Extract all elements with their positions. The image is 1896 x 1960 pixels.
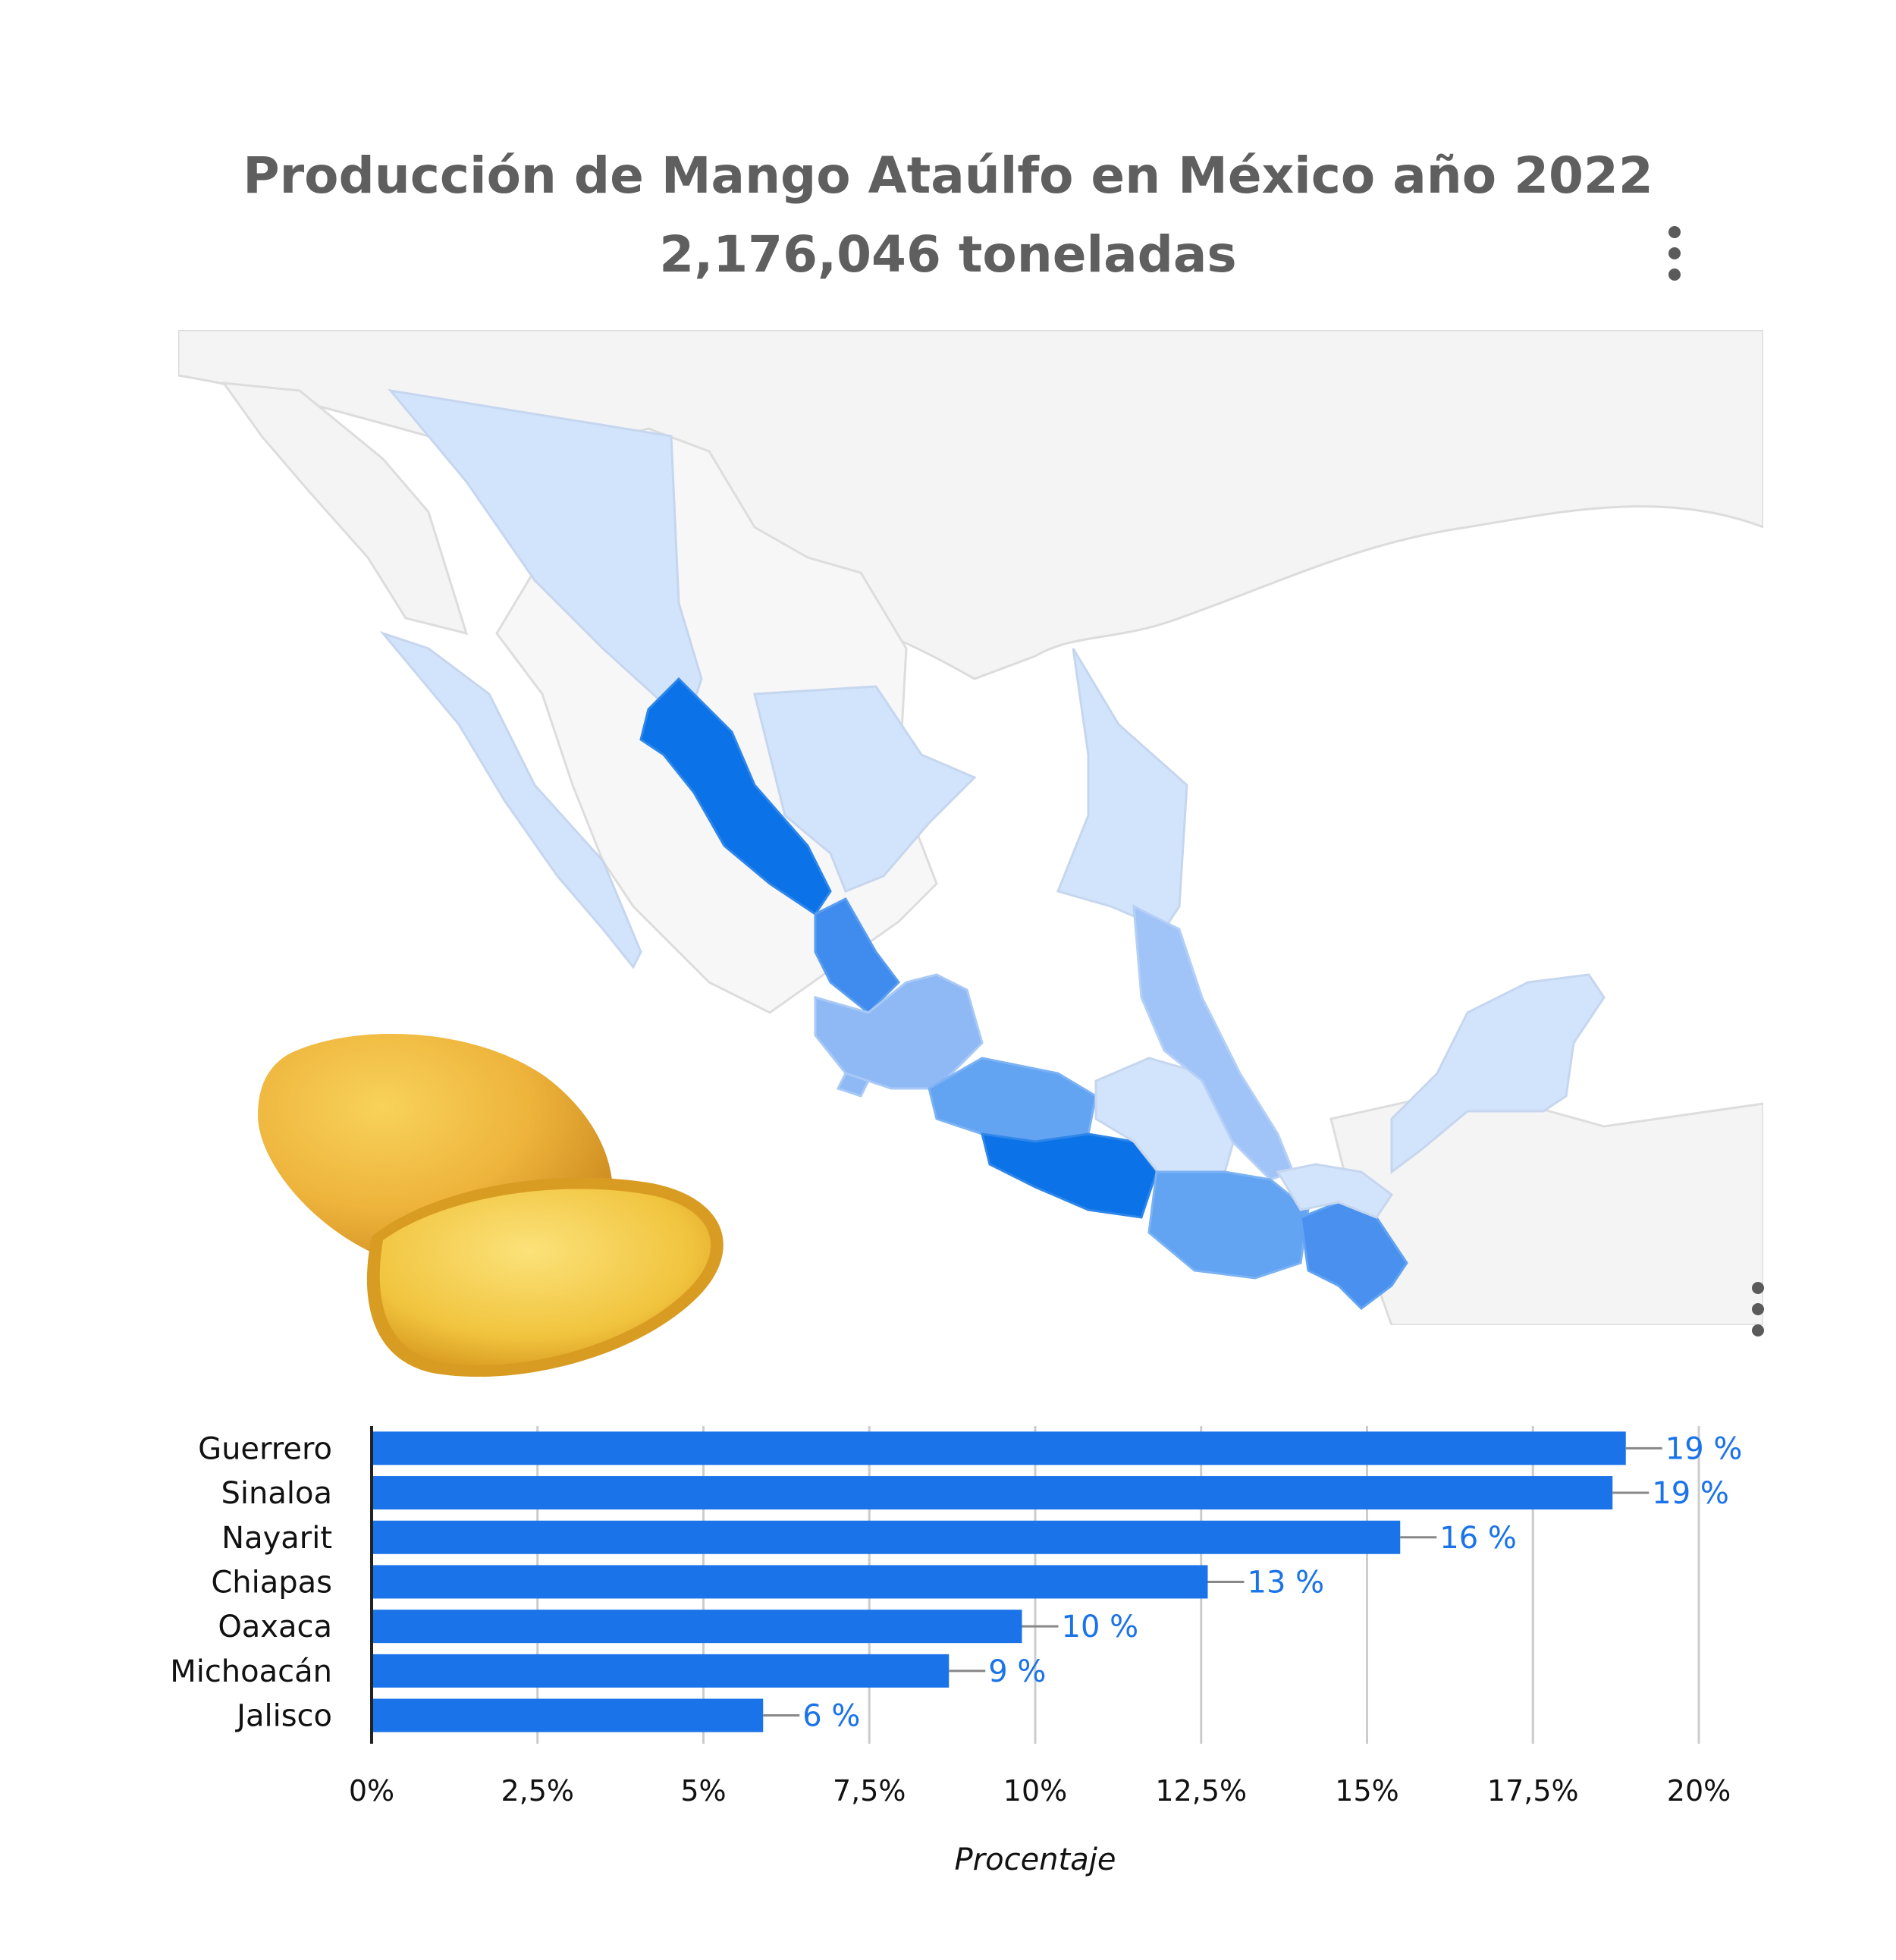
bar-chart: 19 % 19 % 16 % 13 % 10 % 9 % 6 % Guerrero Sinal… <box>170 1426 1743 1877</box>
data-label: 19 % <box>1665 1431 1743 1466</box>
map-land-baja-north <box>221 382 469 636</box>
state-baja-california-sur <box>379 630 642 969</box>
x-tick-label: 2,5% <box>501 1774 574 1808</box>
bar[interactable] <box>372 1654 950 1688</box>
data-label: 10 % <box>1062 1610 1139 1644</box>
x-tick-labels: 0% 2,5% 5% 7,5% 10% 12,5% 15% 17,5% 20% <box>349 1774 1731 1808</box>
x-tick-label: 7,5% <box>833 1774 906 1808</box>
half-mango-flesh <box>379 1189 711 1365</box>
x-tick-label: 15% <box>1335 1774 1398 1808</box>
category-label: Nayarit <box>221 1521 332 1556</box>
map-menu-icon[interactable] <box>1752 1282 1764 1346</box>
x-tick-label: 20% <box>1667 1774 1731 1808</box>
data-label: 19 % <box>1652 1476 1729 1511</box>
mango-image <box>258 1033 724 1377</box>
state-sinaloa <box>639 677 832 916</box>
data-label: 16 % <box>1439 1521 1517 1556</box>
x-tick-label: 12,5% <box>1155 1774 1247 1808</box>
state-jalisco <box>814 973 984 1090</box>
state-yucatan-peninsula <box>1390 973 1606 1174</box>
data-label: 13 % <box>1248 1565 1325 1600</box>
state-guerrero <box>981 1132 1158 1219</box>
state-nayarit <box>814 897 900 1015</box>
chart-title: Producción de Mango Ataúlfo en México añ… <box>0 137 1896 294</box>
data-label: 9 % <box>988 1654 1046 1689</box>
category-labels: Guerrero Sinaloa Nayarit Chiapas Oaxaca Micho… <box>170 1431 332 1733</box>
state-tabasco <box>1276 1163 1394 1219</box>
x-tick-label: 0% <box>349 1774 394 1808</box>
x-tick-label: 5% <box>680 1774 726 1808</box>
state-colima <box>836 1072 871 1098</box>
title-line-1: Producción de Mango Ataúlfo en México añ… <box>243 146 1653 205</box>
category-label: Chiapas <box>211 1565 332 1600</box>
x-tick-label: 10% <box>1003 1774 1067 1808</box>
category-label: Michoacán <box>170 1654 332 1689</box>
title-line-2: 2,176,046 toneladas <box>659 225 1237 284</box>
x-tick-label: 17,5% <box>1487 1774 1579 1808</box>
category-label: Jalisco <box>234 1699 332 1734</box>
bar[interactable] <box>372 1565 1208 1599</box>
bar[interactable] <box>372 1610 1022 1644</box>
category-label: Sinaloa <box>221 1476 332 1511</box>
vertical-dots-icon[interactable] <box>1668 226 1681 290</box>
bars: 19 % 19 % 16 % 13 % 10 % 9 % 6 % <box>372 1431 1743 1734</box>
bar[interactable] <box>372 1520 1401 1554</box>
category-label: Oaxaca <box>218 1610 332 1644</box>
category-label: Guerrero <box>198 1431 332 1466</box>
bar[interactable] <box>372 1431 1626 1465</box>
bar[interactable] <box>372 1698 764 1732</box>
state-oaxaca <box>1147 1170 1310 1280</box>
x-axis-title: Procentaje <box>955 1842 1116 1877</box>
bar[interactable] <box>372 1476 1613 1510</box>
state-durango <box>753 685 977 893</box>
data-label: 6 % <box>802 1699 860 1734</box>
